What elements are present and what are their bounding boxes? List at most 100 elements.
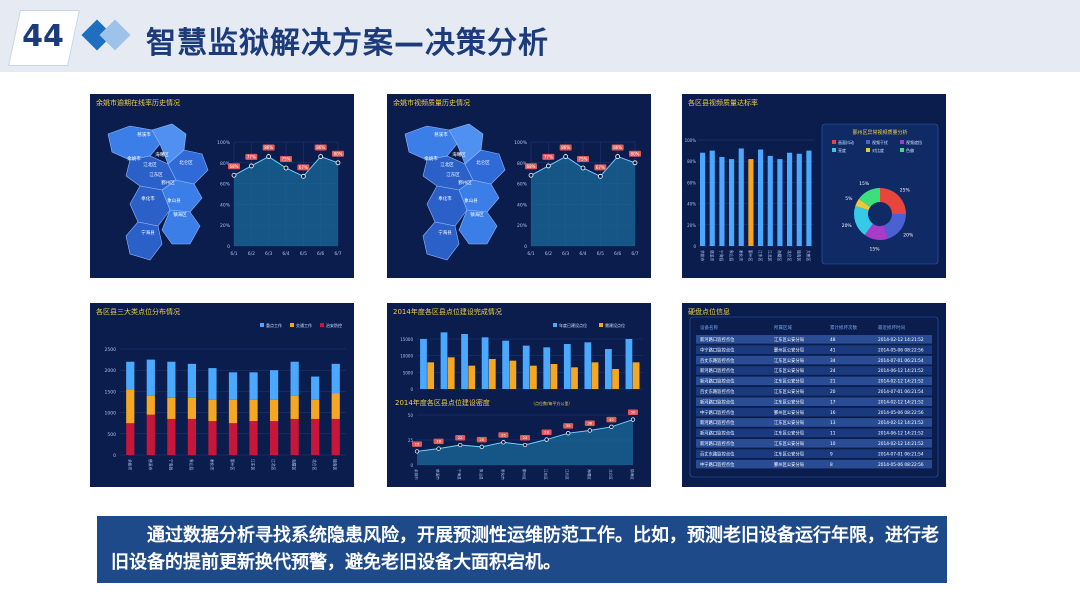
data-label: 86%: [561, 145, 570, 150]
y-tick-label: 80%: [687, 159, 696, 164]
map-label: 余姚市: [424, 155, 438, 162]
bar: [420, 339, 427, 389]
data-label: 68%: [527, 164, 536, 169]
data-point: [522, 442, 528, 448]
slice-label: 5%: [845, 196, 853, 202]
data-label: 67%: [596, 165, 605, 170]
y-tick-label: 50: [408, 413, 414, 418]
bar-segment: [126, 423, 135, 455]
slice-label: 25%: [900, 187, 911, 193]
data-label-badge: [245, 153, 258, 160]
table-cell: 新河路口监控点位: [700, 440, 735, 447]
bar: [550, 364, 558, 389]
table-cell: 新河路口监控点位: [700, 430, 735, 437]
x-tick-label: 镇海区: [797, 250, 802, 262]
bar-segment: [311, 399, 320, 419]
map-label: 江东区: [149, 171, 163, 178]
x-tick-label: 象山县: [479, 469, 484, 480]
bar-segment: [126, 361, 135, 390]
legend-swatch: [866, 148, 870, 152]
x-tick-label: 6/5: [300, 251, 307, 257]
legend-swatch: [290, 323, 294, 327]
point-distribution-chart: 重点工作 交通工作 治安防控 0 500 1000 1500 2000 2500 余姚市 慈溪市 宁海…: [105, 322, 346, 471]
bar-segment: [249, 372, 258, 400]
map-region: [161, 209, 201, 245]
table-cell: 江东区公安分局: [774, 357, 804, 364]
table-row: [696, 376, 932, 386]
table-cell: 34: [830, 358, 836, 364]
data-label: 77%: [544, 154, 553, 159]
data-point: [587, 428, 592, 433]
data-point: [545, 163, 551, 169]
data-label: 20: [479, 437, 484, 442]
bar: [758, 149, 764, 246]
table-cell: 江东区公安分局: [774, 336, 804, 343]
x-tick-label: 慈溪市: [436, 469, 441, 480]
bar-segment: [187, 418, 197, 455]
data-point: [248, 163, 254, 169]
map-region: [404, 125, 458, 161]
x-tick-label: 镇海区: [333, 459, 338, 471]
y-tick-label: 20%: [220, 223, 231, 229]
description-box: 通过数据分析寻找系统隐患风险，开展预测性运维防范工作。比如，预测老旧设备运行年限…: [97, 516, 947, 583]
bar-segment: [290, 395, 299, 419]
bar: [806, 150, 812, 246]
x-tick-label: 奉化市: [500, 469, 505, 480]
bar: [522, 345, 530, 389]
donut-title: 鄞州区异常视频质量分析: [852, 129, 907, 136]
x-tick-label: 6/3: [562, 251, 569, 257]
data-label-badge: [541, 429, 552, 436]
data-label: 22: [458, 435, 463, 440]
data-point: [609, 424, 614, 429]
x-tick-label: 6/6: [317, 251, 324, 257]
bar-segment: [228, 399, 238, 424]
slice-label: 20%: [842, 223, 853, 229]
map-label: 奉化市: [141, 195, 155, 202]
map-region: [167, 149, 209, 185]
table-cell: 24: [830, 368, 836, 374]
data-label-badge: [628, 409, 638, 416]
x-tick-label: 江东区: [758, 250, 763, 262]
pie-slice: [854, 205, 873, 236]
map-region: [464, 149, 506, 185]
bar: [767, 155, 773, 246]
bar: [481, 337, 489, 389]
x-tick-label: 6/6: [614, 251, 621, 257]
table-cell: 2014-05-06 08:22:56: [878, 410, 924, 416]
data-label-badge: [606, 416, 617, 423]
table-cell: 百丈东路监控点位: [700, 357, 735, 364]
x-tick-label: 奉化市: [209, 459, 214, 471]
y-tick-label: 100%: [685, 138, 697, 143]
data-label-badge: [476, 436, 487, 443]
table-row: [696, 355, 932, 365]
bar: [543, 347, 551, 389]
bar-segment: [146, 359, 155, 396]
bar-segment: [167, 361, 176, 398]
x-tick-label: 6/5: [597, 251, 604, 257]
data-label: 35: [566, 423, 571, 428]
panel-construction: 年度已建设点位 需建设点位 0 5000 10000 15000 2014年度各区县点位建设…: [387, 303, 651, 487]
x-tick-label: 6/7: [631, 251, 638, 257]
table-cell: 江东区公安分局: [774, 367, 804, 374]
x-tick-label: 6/1: [527, 251, 534, 257]
bar: [612, 369, 619, 389]
bar: [591, 362, 599, 389]
map-label: 镇海区: [173, 211, 187, 218]
table-cell: 中宁路口监控点位: [700, 461, 735, 468]
x-tick-label: 6/3: [265, 251, 272, 257]
legend-swatch: [599, 323, 603, 327]
data-label-badge: [542, 153, 555, 160]
data-label-badge: [584, 420, 595, 426]
bar-segment: [146, 414, 155, 455]
map-label: 鄞州区: [161, 179, 175, 186]
bar: [709, 150, 715, 246]
y-tick-label: 1000: [105, 411, 117, 417]
y-tick-label: 15000: [400, 337, 413, 342]
table-cell: 新河路口监控点位: [700, 419, 735, 426]
data-point: [632, 160, 638, 166]
bar-segment: [187, 397, 197, 419]
y-tick-label: 0: [524, 244, 527, 250]
table-cell: 2014-05-06 08:22:56: [878, 347, 924, 353]
y-tick-label: 40%: [517, 202, 528, 208]
